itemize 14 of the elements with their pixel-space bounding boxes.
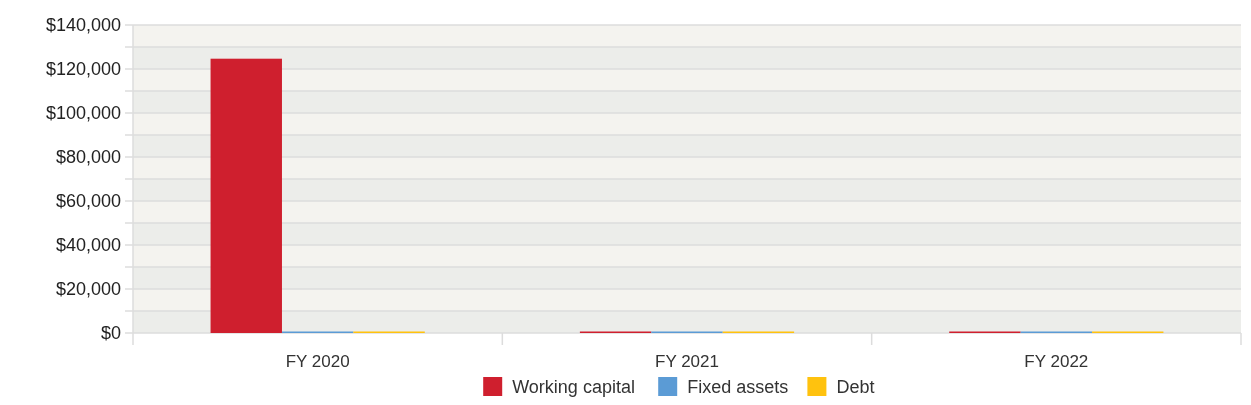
y-tick-label: $40,000 xyxy=(55,235,121,256)
legend-label: Fixed assets xyxy=(687,377,789,398)
y-tick-label: $80,000 xyxy=(55,147,121,168)
y-tick-label: $60,000 xyxy=(55,191,121,212)
y-tick-label: $0 xyxy=(100,323,121,344)
x-tick-label: FY 2020 xyxy=(285,352,350,371)
x-tick-label: FY 2021 xyxy=(655,352,719,371)
legend-label: Working capital xyxy=(512,377,635,398)
legend-label: Debt xyxy=(836,377,875,398)
y-tick-label: $20,000 xyxy=(55,279,121,300)
y-tick-label: $140,000 xyxy=(45,15,121,36)
x-tick-label: FY 2022 xyxy=(1024,352,1089,371)
y-tick-label: $120,000 xyxy=(45,59,121,80)
y-tick-label: $100,000 xyxy=(45,103,121,124)
